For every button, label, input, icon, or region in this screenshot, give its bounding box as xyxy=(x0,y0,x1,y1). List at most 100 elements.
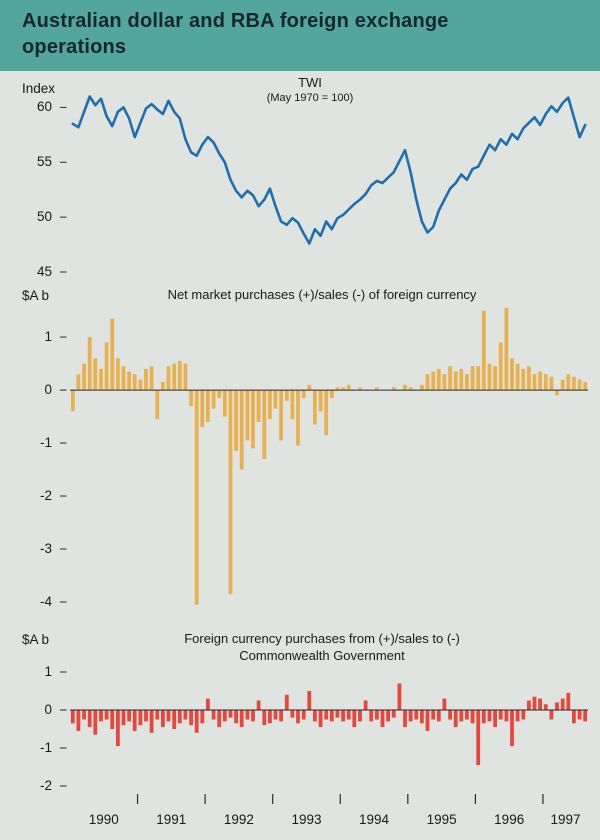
bar xyxy=(470,366,475,390)
bar xyxy=(555,702,559,710)
bar xyxy=(104,342,109,391)
bar xyxy=(420,710,424,724)
twi-ytick-45: 45 xyxy=(37,264,52,279)
bar xyxy=(93,710,98,735)
bar xyxy=(453,371,458,390)
bar xyxy=(296,710,300,724)
bar xyxy=(403,384,407,391)
bar xyxy=(99,710,103,722)
bar xyxy=(313,710,317,722)
market-bars-series xyxy=(70,307,588,605)
bar xyxy=(521,368,526,391)
bar xyxy=(144,368,148,391)
bar xyxy=(290,710,295,718)
bar xyxy=(318,390,323,412)
bar xyxy=(76,374,81,391)
bar xyxy=(110,318,115,390)
bar xyxy=(279,710,283,722)
bar xyxy=(318,710,323,728)
bar xyxy=(217,710,222,728)
government-ytick-1: 1 xyxy=(44,664,52,679)
year-label-1990: 1990 xyxy=(89,812,119,827)
bar xyxy=(408,387,413,390)
bar xyxy=(436,368,441,391)
bar xyxy=(99,368,103,391)
bar xyxy=(510,710,514,747)
government-ytick-0: 0 xyxy=(44,702,52,717)
bar xyxy=(290,390,295,420)
bar xyxy=(87,710,92,728)
bar xyxy=(234,710,238,724)
bar xyxy=(76,710,81,731)
bar xyxy=(329,390,334,398)
bar xyxy=(211,390,216,409)
twi-ytick-60: 60 xyxy=(37,99,52,114)
bar xyxy=(194,390,199,605)
bar xyxy=(583,710,588,722)
bar xyxy=(177,710,182,724)
bar xyxy=(70,710,75,724)
bar xyxy=(329,710,334,722)
bar xyxy=(369,710,374,722)
bar xyxy=(82,363,86,391)
bar xyxy=(132,710,137,731)
bar xyxy=(572,710,576,724)
bar xyxy=(116,358,120,391)
year-label-1996: 1996 xyxy=(494,812,524,827)
bar xyxy=(273,710,278,720)
bar xyxy=(346,384,351,391)
bar xyxy=(481,710,486,724)
market-ytick-1: 1 xyxy=(44,329,52,344)
bar xyxy=(166,366,171,390)
bar xyxy=(116,710,120,747)
bar xyxy=(284,694,289,710)
bar xyxy=(442,698,447,710)
year-label-1991: 1991 xyxy=(156,812,186,827)
bar xyxy=(498,710,503,720)
bar xyxy=(251,390,255,449)
bar xyxy=(228,390,233,595)
bar xyxy=(155,390,160,420)
bar xyxy=(251,710,255,722)
bar xyxy=(324,710,329,720)
bar xyxy=(493,710,497,728)
bar xyxy=(149,710,154,733)
bar xyxy=(431,371,436,390)
bar xyxy=(414,710,419,720)
bar xyxy=(352,710,357,728)
bar xyxy=(239,710,244,728)
government-ytick--2: -2 xyxy=(40,778,52,793)
government-title-line1: Foreign currency purchases from (+)/sale… xyxy=(184,631,460,646)
bar xyxy=(166,710,171,722)
bar xyxy=(543,374,548,391)
bar xyxy=(161,710,165,728)
bar xyxy=(577,379,582,391)
bar xyxy=(104,710,109,720)
bar xyxy=(222,390,227,417)
bar xyxy=(262,390,267,459)
bar xyxy=(453,710,458,728)
year-label-1995: 1995 xyxy=(427,812,457,827)
bar xyxy=(307,691,312,710)
bar xyxy=(239,390,244,470)
bar xyxy=(459,710,464,722)
bar xyxy=(487,710,492,722)
market-ytick--3: -3 xyxy=(40,541,52,556)
bar xyxy=(515,363,520,391)
market-ytick-0: 0 xyxy=(44,382,52,397)
bar xyxy=(149,366,154,390)
bar xyxy=(256,700,261,710)
bar xyxy=(144,710,148,722)
bar xyxy=(459,368,464,391)
year-label-1994: 1994 xyxy=(359,812,390,827)
bar xyxy=(375,710,379,720)
government-ytick--1: -1 xyxy=(40,740,52,755)
plot-area xyxy=(60,95,588,804)
bar xyxy=(442,374,447,391)
bar xyxy=(527,366,531,390)
year-label-1992: 1992 xyxy=(224,812,254,827)
twi-subtitle: (May 1970 = 100) xyxy=(267,92,354,104)
market-ytick--1: -1 xyxy=(40,435,52,450)
bar xyxy=(425,710,430,731)
